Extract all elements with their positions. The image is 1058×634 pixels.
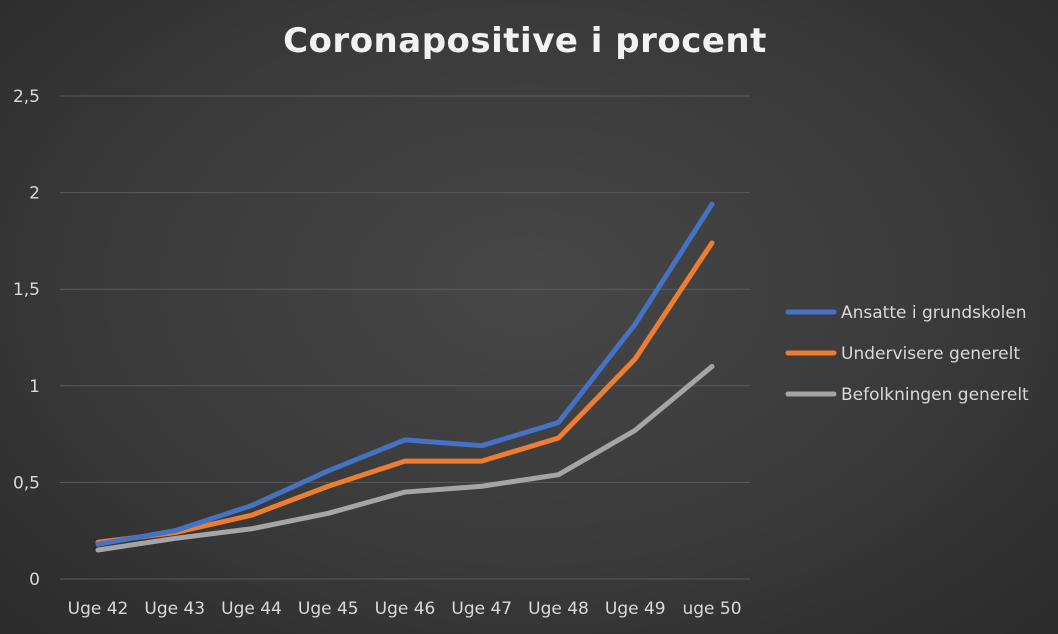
series-lines [95,201,715,553]
x-tick-label: Uge 49 [605,599,666,619]
x-tick-label: Uge 42 [68,599,129,619]
legend-label: Undervisere generelt [841,344,1020,364]
gridlines [60,95,750,580]
y-axis-tick-labels: 0 0,5 1 1,5 2 2,5 [13,87,40,590]
y-tick-label: 0,5 [13,473,40,493]
y-tick-label: 0 [29,570,40,590]
y-tick-label: 1,5 [13,280,40,300]
x-axis-tick-labels: Uge 42 Uge 43 Uge 44 Uge 45 Uge 46 Uge 47 Uge … [68,599,742,619]
series-line-befolkningen-generelt [95,363,715,553]
y-tick-label: 1 [29,377,40,397]
series-line-ansatte-i-grundskolen [95,201,715,547]
x-tick-label: Uge 48 [528,599,589,619]
y-tick-label: 2 [29,184,40,204]
x-tick-label: Uge 43 [144,599,205,619]
x-tick-label: Uge 46 [375,599,436,619]
x-tick-label: Uge 45 [298,599,359,619]
x-tick-label: uge 50 [682,599,741,619]
legend: Ansatte i grundskolen Undervisere generel… [785,303,1029,405]
x-tick-label: Uge 44 [221,599,282,619]
chart-title: Coronapositive i procent [283,21,767,61]
series-line-undervisere-generelt [95,240,715,545]
legend-label: Befolkningen generelt [841,385,1029,405]
x-tick-label: Uge 47 [451,599,512,619]
legend-label: Ansatte i grundskolen [841,303,1027,323]
y-tick-label: 2,5 [13,87,40,107]
